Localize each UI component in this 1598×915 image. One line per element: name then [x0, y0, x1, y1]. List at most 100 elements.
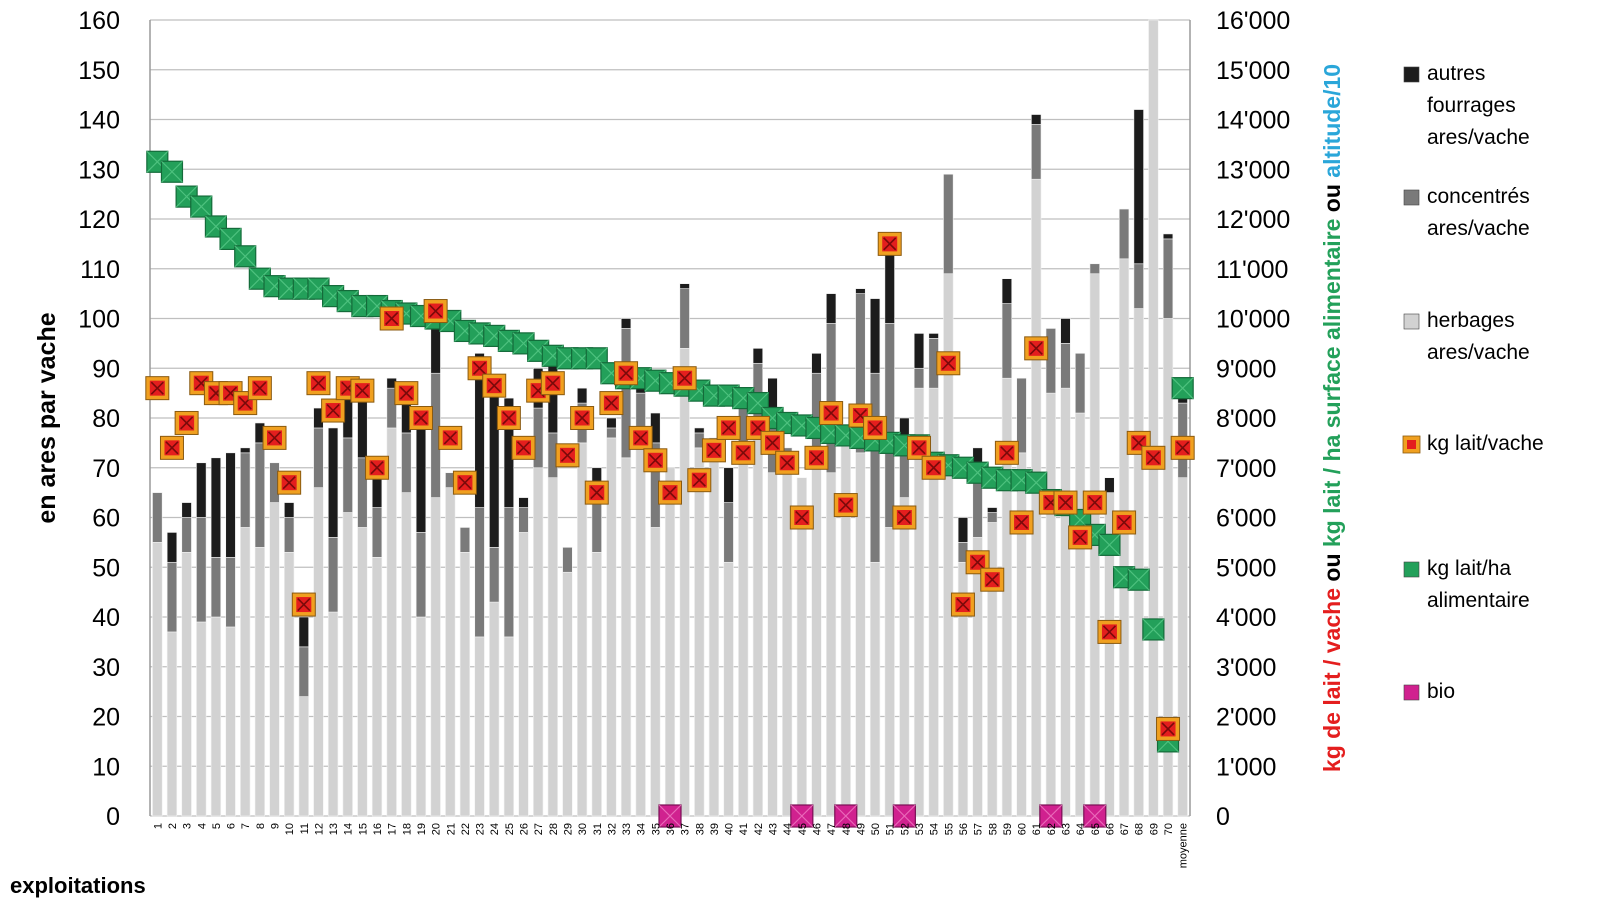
- marker-lait-vache: [394, 381, 419, 406]
- legend-swatch: [1403, 313, 1420, 330]
- x-tick: 68: [1134, 823, 1146, 835]
- y-tick-right: 14'000: [1216, 107, 1290, 135]
- y-tick-right: 1'000: [1216, 753, 1276, 781]
- marker-lait-ha: [1098, 533, 1121, 556]
- marker-lait-vache: [511, 435, 536, 460]
- x-tick: 32: [606, 823, 618, 835]
- y-tick-right: 16'000: [1216, 7, 1290, 35]
- bar-concentres: [313, 427, 324, 488]
- bar-concentres: [562, 547, 573, 573]
- marker-lait-vache: [438, 425, 463, 450]
- x-axis-ticks: 1 2 3 4 5 6 7 8 9 10 11 12 13 14 15 16 17 18 19 20 21 22 23 24 2…: [152, 823, 1189, 868]
- bar-concentres: [518, 507, 529, 533]
- x-tick: 31: [592, 823, 604, 835]
- marker-lait-vache: [247, 376, 272, 401]
- bar-autres: [225, 452, 236, 558]
- bar-autres: [576, 387, 588, 404]
- y-axis-left-title: en ares par vache: [33, 312, 61, 523]
- y-tick-left: 20: [92, 704, 120, 732]
- x-tick: 38: [694, 823, 706, 835]
- marker-bio: [834, 804, 858, 828]
- bar-concentres: [1045, 328, 1056, 394]
- bar-herbages: [664, 467, 676, 817]
- marker-lait-vache: [833, 493, 858, 518]
- marker-lait-vache: [599, 391, 624, 416]
- marker-lait-vache: [687, 468, 712, 493]
- x-tick: 63: [1060, 823, 1072, 835]
- bar-herbages: [445, 487, 456, 817]
- bar-concentres: [401, 432, 412, 493]
- y-tick-left: 0: [106, 803, 120, 831]
- marker-lait-vache: [570, 406, 595, 430]
- bar-concentres: [1031, 124, 1042, 180]
- bar-herbages: [723, 561, 734, 817]
- y-tick-right: 4'000: [1216, 604, 1276, 632]
- x-tick: 19: [416, 823, 428, 835]
- bar-herbages: [196, 621, 207, 817]
- x-tick: 7: [240, 823, 252, 829]
- y-axis-right-title-sep2: ou: [1319, 178, 1345, 219]
- bar-autres: [825, 293, 837, 324]
- bar-herbages: [547, 477, 558, 817]
- x-tick: 45: [797, 823, 809, 835]
- x-tick: 14: [343, 823, 355, 835]
- legend-label: fourrages: [1427, 94, 1516, 117]
- y-tick-right: 2'000: [1216, 704, 1276, 732]
- bar-concentres: [225, 556, 236, 628]
- marker-bio: [1039, 804, 1063, 828]
- marker-lait-vache: [716, 415, 741, 440]
- legend-label: autres: [1427, 62, 1485, 85]
- bar-autres: [620, 318, 632, 329]
- legend-item-lait_ha: kg lait/ha alimentaire: [1403, 557, 1530, 612]
- bar-herbages: [503, 636, 515, 817]
- bar-herbages: [430, 497, 441, 817]
- x-tick: 37: [680, 823, 692, 835]
- bar-herbages: [1148, 19, 1159, 817]
- marker-lait-vache: [760, 430, 785, 455]
- bar-autres: [957, 517, 969, 543]
- bars-layer: [152, 19, 1188, 817]
- y-axis-right-title-part3: altitude/10: [1319, 64, 1345, 178]
- bar-autres: [327, 427, 339, 538]
- legend-label: bio: [1427, 680, 1455, 703]
- x-tick: 18: [401, 823, 413, 835]
- bar-herbages: [1075, 412, 1086, 817]
- y-axis-right-title-part1: kg de lait / vache: [1319, 588, 1345, 772]
- bar-herbages: [869, 561, 881, 817]
- x-tick: 34: [636, 823, 648, 835]
- bar-herbages: [210, 616, 222, 817]
- y-tick-left: 140: [78, 107, 120, 135]
- bar-autres: [752, 348, 764, 364]
- bar-concentres: [210, 556, 222, 618]
- y-tick-left: 80: [92, 405, 120, 433]
- bar-concentres: [459, 527, 471, 553]
- y-tick-right: 9'000: [1216, 355, 1276, 383]
- marker-lait-vache: [921, 455, 946, 480]
- bar-concentres: [240, 452, 251, 528]
- marker-lait-ha: [1025, 471, 1048, 494]
- marker-lait-ha: [1127, 568, 1150, 591]
- bar-concentres: [1060, 343, 1071, 389]
- marker-lait-vache: [892, 505, 917, 530]
- y-tick-left: 70: [92, 455, 120, 483]
- y-tick-left: 100: [78, 306, 120, 334]
- marker-lait-vache: [555, 443, 580, 468]
- x-tick: 44: [782, 823, 794, 835]
- bar-concentres: [987, 512, 998, 523]
- bar-autres: [679, 283, 690, 289]
- marker-lait-vache: [614, 361, 639, 386]
- bar-herbages: [415, 616, 427, 817]
- marker-lait-vache: [350, 378, 375, 403]
- bar-herbages: [694, 447, 705, 817]
- bar-concentres: [166, 561, 178, 633]
- bar-autres: [181, 502, 192, 518]
- x-tick: 40: [724, 823, 736, 835]
- y-tick-left: 150: [78, 57, 120, 85]
- bar-herbages: [474, 636, 485, 817]
- marker-lait-vache: [262, 425, 287, 450]
- y-tick-right: 6'000: [1216, 505, 1276, 533]
- bar-concentres: [943, 173, 954, 275]
- x-axis-title: exploitations: [10, 873, 146, 898]
- x-tick: 58: [987, 823, 999, 835]
- marker-lait-ha: [219, 227, 242, 250]
